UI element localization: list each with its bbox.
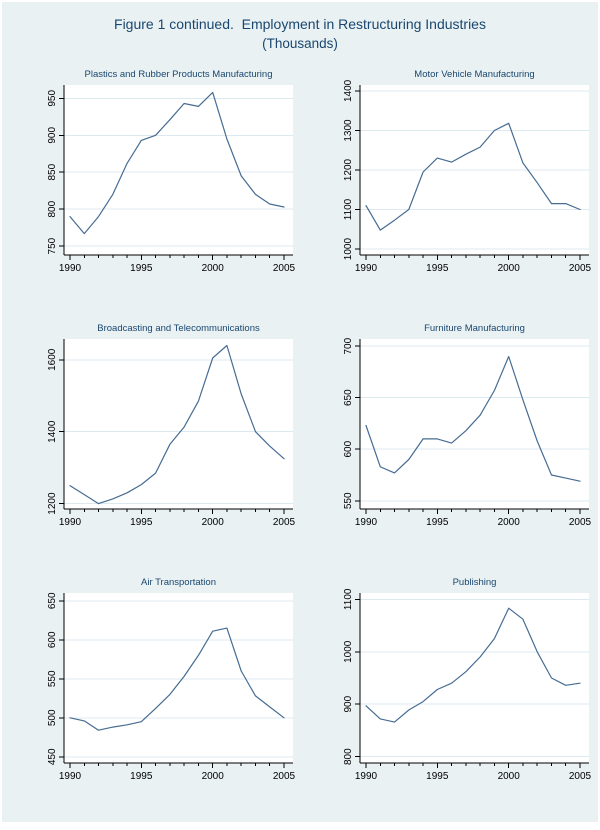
- svg-text:2005: 2005: [569, 771, 592, 782]
- svg-text:750: 750: [47, 237, 58, 254]
- svg-text:1100: 1100: [343, 198, 354, 220]
- svg-text:1100: 1100: [343, 588, 354, 610]
- svg-text:1990: 1990: [355, 771, 378, 782]
- svg-text:900: 900: [47, 127, 58, 144]
- svg-text:2000: 2000: [498, 517, 521, 528]
- svg-text:600: 600: [47, 631, 58, 648]
- svg-text:Broadcasting and Telecommunica: Broadcasting and Telecommunications: [97, 323, 260, 334]
- svg-text:1600: 1600: [47, 348, 58, 371]
- line-chart: 750 800 850 900 950 1990 1995 2000 2005 Plastics …: [47, 69, 296, 274]
- svg-text:1200: 1200: [47, 492, 58, 515]
- svg-text:2005: 2005: [569, 263, 592, 274]
- svg-text:Plastics and Rubber Products M: Plastics and Rubber Products Manufacturi…: [85, 69, 273, 80]
- svg-text:700: 700: [343, 337, 354, 354]
- figure-subtitle: (Thousands): [262, 36, 338, 51]
- svg-text:800: 800: [47, 200, 58, 217]
- svg-text:1990: 1990: [59, 263, 82, 274]
- svg-text:1995: 1995: [130, 263, 153, 274]
- svg-text:800: 800: [343, 748, 354, 765]
- charts-grid: 750 800 850 900 950 1990 1995 2000 2005 Plastics …: [2, 67, 598, 787]
- line-chart: 450 500 550 600 650 1990 1995 2000 2005 Air Trans…: [47, 577, 296, 782]
- svg-text:600: 600: [343, 440, 354, 457]
- svg-text:1400: 1400: [47, 420, 58, 443]
- svg-text:2000: 2000: [498, 263, 521, 274]
- subplot-plastics-rubber: 750 800 850 900 950 1990 1995 2000 2005 Plastics …: [9, 67, 299, 279]
- line-chart: 800 900 1000 1100 1990 1995 2000 2005 Publishing: [343, 577, 592, 782]
- svg-text:1200: 1200: [343, 158, 354, 181]
- line-chart: 550 600 650 700 1990 1995 2000 2005 Furniture Ma…: [343, 323, 592, 528]
- svg-text:1990: 1990: [355, 517, 378, 528]
- svg-text:1995: 1995: [130, 771, 153, 782]
- svg-text:1400: 1400: [343, 79, 354, 102]
- svg-text:2005: 2005: [273, 517, 296, 528]
- svg-text:1990: 1990: [59, 517, 82, 528]
- svg-text:2005: 2005: [273, 771, 296, 782]
- svg-text:650: 650: [343, 389, 354, 406]
- svg-text:2005: 2005: [569, 517, 592, 528]
- svg-text:1000: 1000: [343, 640, 354, 663]
- svg-text:2000: 2000: [202, 263, 225, 274]
- line-chart: 1200 1400 1600 1990 1995 2000 2005 Broadcasting…: [47, 323, 296, 528]
- svg-text:2000: 2000: [202, 771, 225, 782]
- svg-text:1995: 1995: [426, 263, 449, 274]
- svg-text:450: 450: [47, 748, 58, 765]
- line-chart: 1000 1100 1200 1300 1400 1990 1995 2000 2005 Moto…: [343, 69, 592, 274]
- svg-text:900: 900: [343, 695, 354, 712]
- svg-text:2000: 2000: [202, 517, 225, 528]
- figure-title: Figure 1 continued. Employment in Restru…: [114, 16, 486, 32]
- subplot-motor-vehicle: 1000 1100 1200 1300 1400 1990 1995 2000 2005 Moto…: [305, 67, 595, 279]
- subplot-furniture: 550 600 650 700 1990 1995 2000 2005 Furniture Ma…: [305, 321, 595, 533]
- svg-text:850: 850: [47, 163, 58, 180]
- svg-text:Air Transportation: Air Transportation: [141, 577, 216, 588]
- svg-text:1995: 1995: [426, 517, 449, 528]
- svg-text:1995: 1995: [130, 517, 153, 528]
- subplot-publishing: 800 900 1000 1100 1990 1995 2000 2005 Publishing: [305, 575, 595, 787]
- subplot-air-transportation: 450 500 550 600 650 1990 1995 2000 2005 Air Trans…: [9, 575, 299, 787]
- svg-text:550: 550: [343, 492, 354, 509]
- svg-text:950: 950: [47, 90, 58, 107]
- svg-text:Motor Vehicle Manufacturing: Motor Vehicle Manufacturing: [414, 69, 534, 80]
- svg-text:2005: 2005: [273, 263, 296, 274]
- svg-text:1995: 1995: [426, 771, 449, 782]
- svg-text:2000: 2000: [498, 771, 521, 782]
- figure-header: Figure 1 continued. Employment in Restru…: [2, 2, 598, 53]
- svg-text:650: 650: [47, 592, 58, 609]
- svg-text:1990: 1990: [355, 263, 378, 274]
- svg-text:1300: 1300: [343, 119, 354, 142]
- svg-text:Furniture Manufacturing: Furniture Manufacturing: [424, 323, 525, 334]
- svg-text:1990: 1990: [59, 771, 82, 782]
- subplot-broadcasting-telecom: 1200 1400 1600 1990 1995 2000 2005 Broadcasting…: [9, 321, 299, 533]
- svg-text:1000: 1000: [343, 238, 354, 261]
- svg-text:500: 500: [47, 709, 58, 726]
- svg-text:550: 550: [47, 670, 58, 687]
- svg-text:Publishing: Publishing: [453, 577, 497, 588]
